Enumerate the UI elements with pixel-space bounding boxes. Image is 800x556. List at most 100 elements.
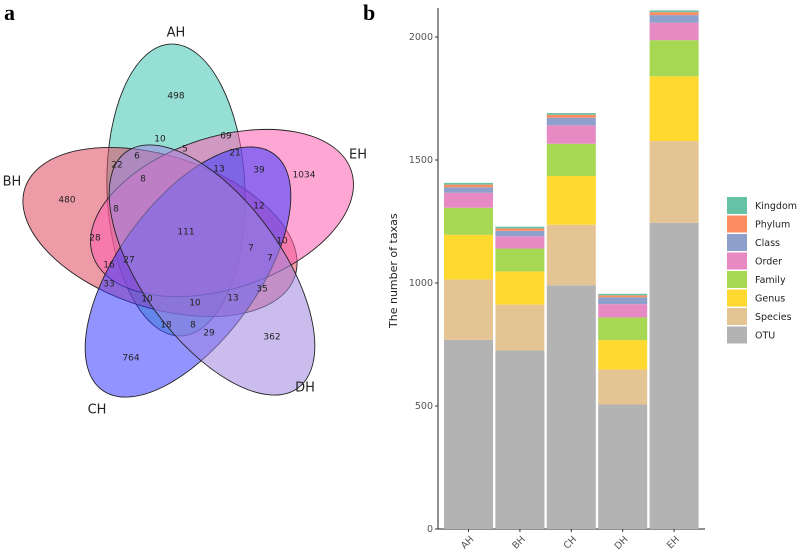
venn-region-count: 1034 xyxy=(293,171,316,181)
venn-region-count: 5 xyxy=(182,145,188,155)
venn-region-count: 13 xyxy=(213,165,224,175)
legend-label-family: Family xyxy=(755,275,786,286)
bar-ah-family xyxy=(444,207,493,235)
legend-label-genus: Genus xyxy=(755,294,785,305)
bar-ah-kingdom xyxy=(444,182,493,185)
bar-bh-family xyxy=(495,248,545,272)
bar-eh-family xyxy=(649,40,699,77)
legend-swatch-otu xyxy=(727,326,747,344)
venn-region-count: 480 xyxy=(58,196,75,206)
venn-set-label: BH xyxy=(3,175,22,190)
venn-region-count: 10 xyxy=(154,135,166,145)
legend-swatch-order xyxy=(727,252,747,270)
venn-set-label: CH xyxy=(88,403,107,418)
bar-ah-class xyxy=(444,187,493,193)
venn-region-count: 10 xyxy=(276,237,288,247)
venn-region-count: 21 xyxy=(229,149,240,159)
venn-region-count: 28 xyxy=(89,234,101,244)
bar-eh-otu xyxy=(649,222,699,530)
legend-label-class: Class xyxy=(755,238,780,249)
bar-eh-species xyxy=(649,141,699,223)
venn-region-count: 10 xyxy=(141,295,153,305)
venn-region-count: 69 xyxy=(220,132,232,142)
stacked-bar-chart: 0 500 1000 1500 2000 The number of taxas AH BH C… xyxy=(387,8,797,552)
venn-region-count: 764 xyxy=(122,354,139,364)
venn-region-count: 8 xyxy=(140,175,146,185)
legend-swatch-phylum xyxy=(727,215,747,233)
venn-region-count: 12 xyxy=(253,202,264,212)
bar-dh-class xyxy=(598,297,648,305)
legend-swatch-genus xyxy=(727,289,747,307)
bar-dh-genus xyxy=(598,340,648,370)
venn-region-count: 362 xyxy=(263,333,280,343)
y-tick-label: 500 xyxy=(415,401,433,412)
venn-set-label: EH xyxy=(349,148,367,163)
bar-ch-otu xyxy=(546,285,596,529)
bar-eh-order xyxy=(649,22,699,41)
bar-bh-phylum xyxy=(495,228,545,231)
legend-swatch-kingdom xyxy=(727,197,747,214)
venn-region-count: 498 xyxy=(167,92,184,102)
venn-region-count: 7 xyxy=(267,254,273,264)
bar-dh-kingdom xyxy=(598,293,648,296)
bar-ah-species xyxy=(444,279,493,340)
venn-region-count: 8 xyxy=(190,321,196,331)
bar-eh-phylum xyxy=(649,12,699,16)
venn-region-count: 8 xyxy=(113,205,119,215)
x-tick-label: EH xyxy=(665,534,682,551)
bar-dh-order xyxy=(598,304,648,318)
venn-region-count: 22 xyxy=(111,161,122,171)
bar-bh-otu xyxy=(495,350,545,529)
venn-region-count: 111 xyxy=(177,228,194,238)
x-tick-label: DH xyxy=(613,534,631,552)
bar-ch-species xyxy=(546,224,596,286)
x-tick-label: AH xyxy=(459,534,476,551)
bar-ch-family xyxy=(546,143,596,176)
bar-bh-kingdom xyxy=(495,226,545,229)
legend-label-species: Species xyxy=(755,312,792,323)
venn-region-count: 39 xyxy=(253,166,265,176)
y-axis-label: The number of taxas xyxy=(387,213,400,329)
venn-region-count: 13 xyxy=(227,294,238,304)
venn-region-count: 27 xyxy=(123,256,134,266)
legend-label-phylum: Phylum xyxy=(755,220,790,231)
venn-set-label: DH xyxy=(295,381,315,396)
bar-ah-phylum xyxy=(444,184,493,188)
bar-dh-species xyxy=(598,369,648,405)
venn-set-label: AH xyxy=(167,26,186,41)
venn-region-count: 35 xyxy=(256,285,267,295)
bar-bh-order xyxy=(495,236,545,249)
bar-ch-kingdom xyxy=(546,113,596,115)
legend-swatch-family xyxy=(727,271,747,288)
bar-eh-class xyxy=(649,15,699,23)
bar-bh-genus xyxy=(495,271,545,305)
bar-ch-genus xyxy=(546,175,596,225)
bar-dh-otu xyxy=(598,404,648,529)
bar-eh-genus xyxy=(649,76,699,142)
bar-eh-kingdom xyxy=(649,10,699,13)
y-tick-label: 0 xyxy=(427,524,433,535)
bar-ah-genus xyxy=(444,234,493,280)
x-tick-label: BH xyxy=(510,534,527,551)
legend-swatch-species xyxy=(727,308,747,325)
legend-label-kingdom: Kingdom xyxy=(755,201,797,212)
venn-region-count: 18 xyxy=(160,321,172,331)
y-tick-label: 2000 xyxy=(409,32,433,43)
panel-label-b: b xyxy=(363,0,375,25)
venn-region-count: 6 xyxy=(134,152,140,162)
venn-region-count: 10 xyxy=(189,299,201,309)
venn-region-count: 29 xyxy=(203,329,215,339)
legend-swatch-class xyxy=(727,234,747,251)
bar-ch-phylum xyxy=(546,114,596,118)
bar-bh-species xyxy=(495,304,545,351)
legend-label-order: Order xyxy=(755,257,782,268)
y-tick-label: 1500 xyxy=(409,155,433,166)
bar-bh-class xyxy=(495,230,545,237)
bar-ch-class xyxy=(546,117,596,126)
legend-label-otu: OTU xyxy=(755,331,775,342)
bar-ah-otu xyxy=(444,339,493,529)
bar-ah-order xyxy=(444,192,493,208)
panel-label-a: a xyxy=(4,0,15,25)
venn-diagram: AH BH EH CH DH 498 10 69 6 5 21 22 8 13 39 1034 480 8 12 11… xyxy=(3,26,367,418)
